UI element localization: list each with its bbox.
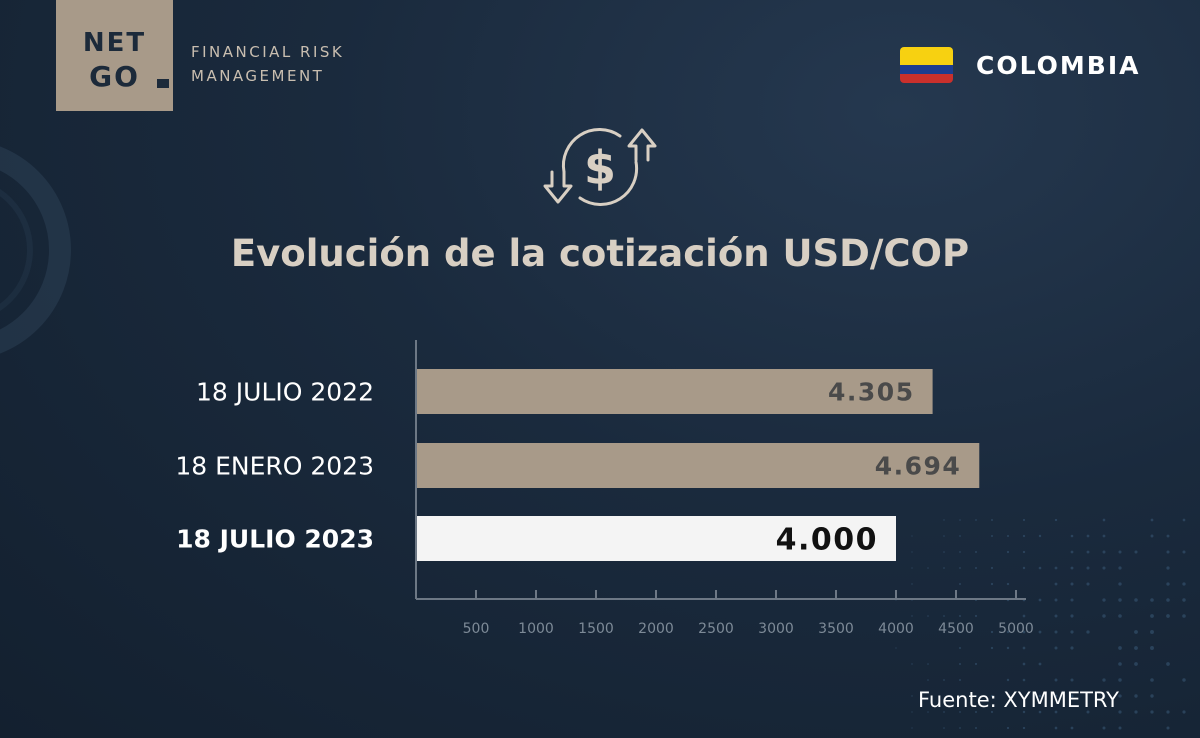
x-tick-label: 2000 — [638, 621, 674, 637]
logo-dot — [157, 79, 169, 88]
x-tick-label: 4000 — [878, 621, 914, 637]
logo-text-go: GO — [56, 60, 173, 93]
tagline-line-1: FINANCIAL RISK — [191, 43, 344, 61]
currency-exchange-icon: $ — [540, 122, 660, 212]
bar-value-label: 4.305 — [828, 378, 915, 407]
bar-value-label: 4.694 — [875, 452, 962, 481]
x-tick-label: 2500 — [698, 621, 734, 637]
source-note: Fuente: XYMMETRY — [918, 688, 1119, 712]
x-tick-label: 3000 — [758, 621, 794, 637]
colombia-flag-icon — [900, 47, 953, 83]
tagline-line-2: MANAGEMENT — [191, 67, 324, 85]
x-tick-label: 1000 — [518, 621, 554, 637]
bar-value-label: 4.000 — [776, 523, 878, 558]
category-label: 18 ENERO 2023 — [175, 452, 374, 481]
svg-text:$: $ — [584, 141, 616, 195]
chart-title: Evolución de la cotización USD/COP — [0, 232, 1200, 275]
bar-chart: 500 1000 1500 2000 2500 3000 3500 4000 4500 5000 4… — [0, 320, 1200, 650]
x-tick-label: 1500 — [578, 621, 614, 637]
category-label: 18 JULIO 2022 — [196, 378, 374, 407]
x-tick-label: 500 — [463, 621, 490, 637]
x-tick-label: 5000 — [998, 621, 1034, 637]
logo-text-net: NET — [56, 28, 173, 58]
category-label: 18 JULIO 2023 — [176, 525, 374, 554]
x-tick-label: 4500 — [938, 621, 974, 637]
netgo-logo: NET GO — [56, 0, 173, 111]
x-tick-label: 3500 — [818, 621, 854, 637]
country-name: COLOMBIA — [976, 51, 1140, 80]
